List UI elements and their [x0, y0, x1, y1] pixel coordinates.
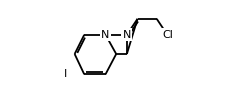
Text: I: I	[63, 69, 67, 79]
Text: Cl: Cl	[162, 30, 173, 40]
Text: N: N	[123, 30, 131, 40]
Text: N: N	[101, 30, 110, 40]
